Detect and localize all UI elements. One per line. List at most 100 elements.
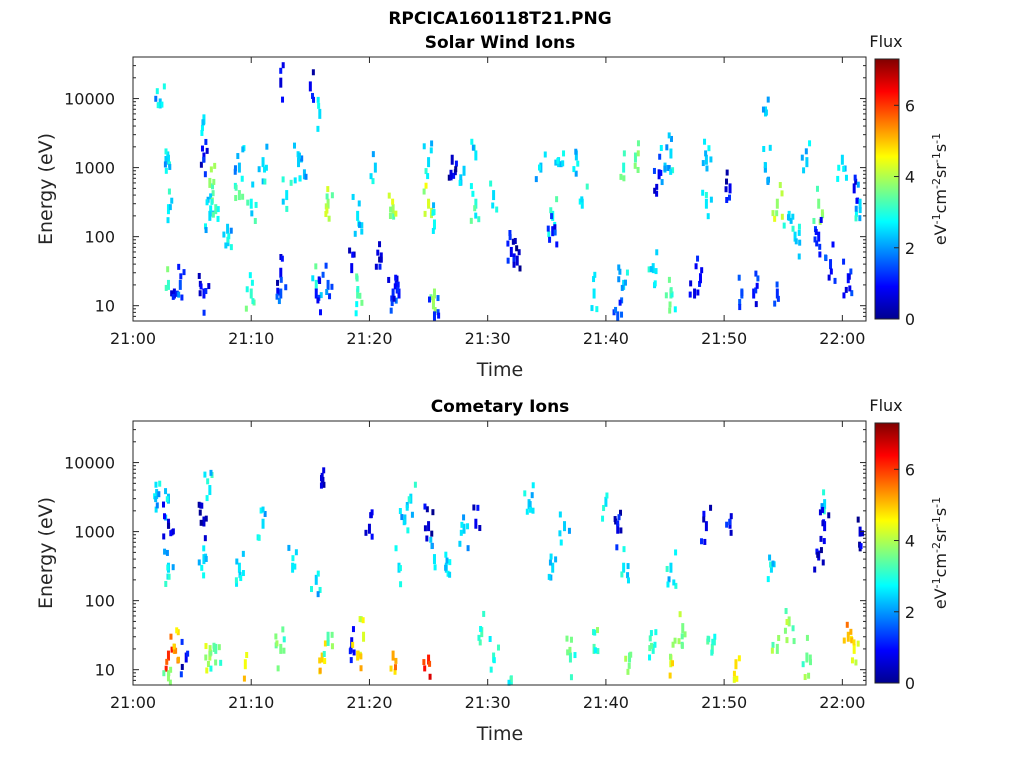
flux-cell — [659, 144, 663, 151]
flux-cell — [477, 216, 481, 223]
flux-cell — [592, 288, 596, 299]
x-tick-label: 21:20 — [346, 693, 392, 712]
flux-cell — [590, 305, 594, 312]
flux-cell — [724, 186, 728, 193]
colorbar-title: Flux — [869, 32, 902, 51]
flux-cell — [613, 516, 617, 523]
flux-cell — [314, 279, 318, 290]
flux-cell — [360, 228, 364, 235]
flux-cell — [287, 544, 291, 551]
flux-cell-cluster — [297, 152, 308, 182]
flux-cell — [281, 176, 285, 183]
flux-cell-cluster — [617, 264, 629, 291]
flux-cell — [389, 307, 393, 314]
flux-cell-cluster — [204, 643, 213, 674]
flux-cell — [509, 676, 513, 683]
flux-cell — [163, 513, 167, 520]
flux-cell-cluster — [369, 151, 377, 185]
flux-cell — [553, 224, 557, 231]
flux-cell — [813, 566, 817, 573]
flux-cell — [323, 640, 327, 647]
flux-cell — [856, 640, 860, 647]
flux-cell — [580, 198, 584, 209]
flux-cell — [245, 286, 249, 293]
flux-cell-cluster — [591, 627, 600, 655]
flux-cell — [763, 162, 767, 169]
flux-cell — [367, 523, 371, 534]
flux-cell — [562, 150, 566, 157]
flux-cell — [549, 574, 553, 581]
flux-cell — [388, 212, 392, 219]
flux-cell — [833, 277, 837, 284]
flux-cell — [626, 563, 630, 570]
flux-cell — [778, 182, 782, 189]
flux-cell — [737, 655, 741, 662]
flux-cell — [423, 525, 427, 532]
flux-cell — [326, 279, 330, 290]
flux-cell — [364, 529, 368, 536]
colorbar: Flux 0 2 4 6 eV-1cm-2sr-1s-1 — [869, 396, 950, 693]
flux-cell — [351, 251, 355, 258]
flux-cell — [706, 635, 710, 642]
flux-cell — [261, 518, 265, 529]
flux-cell — [251, 181, 255, 188]
flux-cell — [858, 198, 862, 209]
flux-cell-cluster — [316, 96, 322, 132]
flux-cell — [596, 648, 600, 655]
flux-cell — [818, 243, 822, 250]
flux-cell — [495, 206, 499, 213]
flux-cell-cluster — [447, 154, 458, 181]
flux-cell — [549, 207, 553, 214]
flux-cell — [663, 165, 667, 172]
flux-cell — [166, 279, 170, 290]
flux-cell-cluster — [322, 631, 334, 657]
flux-cell — [170, 646, 174, 653]
flux-cell — [351, 641, 355, 648]
flux-cell — [326, 186, 330, 193]
flux-cell — [593, 271, 597, 278]
flux-cell-cluster — [534, 151, 547, 183]
flux-cell — [422, 143, 426, 150]
flux-cell — [348, 648, 352, 655]
flux-cell — [200, 145, 204, 152]
flux-cell-cluster — [154, 83, 166, 109]
flux-cell — [235, 580, 239, 587]
flux-cell-cluster — [732, 655, 741, 683]
flux-cell — [282, 636, 286, 643]
flux-cell — [166, 154, 170, 165]
flux-cell — [211, 190, 215, 197]
flux-cell — [805, 157, 809, 168]
flux-cell — [209, 469, 213, 476]
flux-cell — [775, 198, 779, 209]
flux-cell-cluster — [242, 651, 249, 682]
flux-cell — [156, 102, 160, 109]
flux-cell — [350, 263, 354, 274]
flux-cell — [229, 244, 233, 251]
flux-cell — [710, 649, 714, 656]
flux-cell-cluster — [648, 629, 658, 661]
flux-cell — [822, 538, 826, 545]
flux-cell — [164, 665, 168, 672]
flux-cell — [293, 563, 297, 570]
flux-cell — [431, 303, 435, 310]
flux-cell — [709, 196, 713, 203]
colorbar-tick-label: 2 — [905, 603, 915, 622]
flux-cell — [214, 659, 218, 666]
flux-cell — [241, 193, 245, 200]
flux-cell-cluster — [422, 140, 434, 180]
panel-title: Cometary Ions — [431, 397, 570, 417]
flux-cell — [769, 562, 773, 573]
flux-cell — [546, 225, 550, 232]
flux-cell-cluster — [472, 504, 482, 532]
flux-cell — [458, 179, 462, 186]
flux-cell-cluster — [469, 183, 481, 224]
flux-cell — [432, 298, 436, 305]
flux-cell — [358, 221, 362, 228]
flux-cell — [593, 629, 597, 636]
flux-cell — [794, 238, 798, 245]
flux-cell — [281, 626, 285, 633]
flux-cell — [202, 288, 206, 299]
flux-cell — [399, 581, 403, 588]
flux-cell — [318, 586, 322, 593]
flux-cell — [780, 213, 784, 220]
